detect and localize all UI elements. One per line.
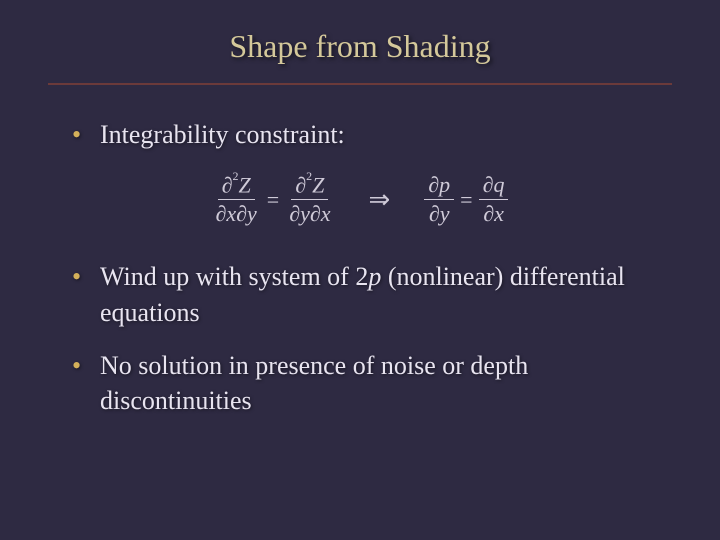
- fraction-den: ∂y: [425, 200, 454, 225]
- title-rule: [48, 83, 672, 85]
- fraction-num: ∂q: [479, 174, 509, 200]
- bullet-text-italic: p: [368, 262, 381, 291]
- fraction-rhs1: ∂p ∂y: [424, 174, 454, 225]
- equation-rhs-group: ∂p ∂y = ∂q ∂x: [424, 174, 508, 225]
- equals-sign: =: [454, 187, 478, 213]
- bullet-item-1: Integrability constraint:: [72, 117, 672, 152]
- fraction-num: ∂p: [424, 174, 454, 200]
- equation-block: ∂2Z ∂x∂y = ∂2Z ∂y∂x ⇒ ∂p ∂y = ∂q ∂x: [48, 174, 672, 225]
- fraction-lhs1: ∂2Z ∂x∂y: [212, 174, 261, 225]
- bullet-list: Integrability constraint:: [48, 117, 672, 152]
- slide-title: Shape from Shading: [48, 28, 672, 65]
- bullet-item-2: Wind up with system of 2p (nonlinear) di…: [72, 259, 672, 329]
- equals-sign: =: [261, 187, 285, 213]
- bullet-text: Integrability constraint:: [100, 120, 345, 149]
- fraction-den: ∂x∂y: [212, 200, 261, 225]
- equation-lhs-group: ∂2Z ∂x∂y = ∂2Z ∂y∂x: [212, 174, 335, 225]
- bullet-list-2: Wind up with system of 2p (nonlinear) di…: [48, 259, 672, 417]
- slide: Shape from Shading Integrability constra…: [0, 0, 720, 540]
- fraction-den: ∂y∂x: [285, 200, 334, 225]
- bullet-text: No solution in presence of noise or dept…: [100, 351, 528, 415]
- arrow-icon: ⇒: [365, 185, 395, 215]
- bullet-item-3: No solution in presence of noise or dept…: [72, 348, 672, 418]
- fraction-num: ∂2Z: [291, 174, 328, 200]
- fraction-rhs2: ∂q ∂x: [479, 174, 509, 225]
- fraction-num: ∂2Z: [218, 174, 255, 200]
- fraction-den: ∂x: [479, 200, 508, 225]
- fraction-lhs2: ∂2Z ∂y∂x: [285, 174, 334, 225]
- bullet-text-pre: Wind up with system of 2: [100, 262, 368, 291]
